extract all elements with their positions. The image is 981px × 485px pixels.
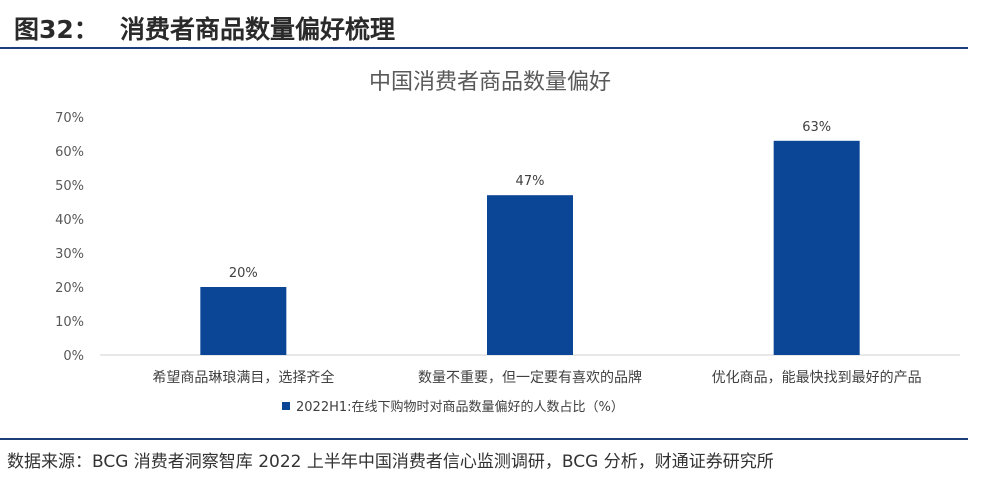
bar-layer: 20% 47% 63% (200, 120, 860, 355)
y-tick-label: 60% (55, 145, 84, 160)
bar (200, 287, 287, 355)
category-label: 数量不重要，但一定要有喜欢的品牌 (418, 369, 642, 386)
bar-chart: 中国消费者商品数量偏好 0% 10% 20% 30% 40% 50% 60% 70% 希望商品琳… (55, 70, 960, 415)
bar-value-label: 20% (229, 266, 258, 281)
y-tick-label: 70% (55, 111, 84, 126)
header-divider (0, 47, 968, 49)
y-tick-label: 10% (55, 315, 84, 330)
bar-value-label: 47% (516, 174, 545, 189)
bar (773, 140, 860, 355)
figure-header: 图32： 消费者商品数量偏好梳理 (0, 0, 981, 46)
figure-number: 图32： (14, 15, 99, 44)
category-label: 希望商品琳琅满目，选择齐全 (152, 369, 334, 386)
bar (487, 195, 573, 355)
legend: 2022H1:在线下购物时对商品数量偏好的人数占比（%） (282, 399, 624, 415)
source-note: 数据来源：BCG 消费者洞察智库 2022 上半年中国消费者信心监测调研，BCG… (7, 452, 774, 472)
y-tick-label: 0% (63, 349, 84, 364)
bar-value-label: 63% (802, 120, 831, 135)
category-label: 优化商品，能最快找到最好的产品 (712, 370, 922, 386)
footer-divider (0, 438, 968, 440)
y-tick-label: 40% (55, 213, 84, 228)
y-tick-label: 50% (55, 179, 84, 194)
y-tick-label: 30% (55, 247, 84, 262)
legend-label: 2022H1:在线下购物时对商品数量偏好的人数占比（%） (296, 399, 624, 415)
y-tick-label: 20% (55, 281, 84, 296)
figure-title: 消费者商品数量偏好梳理 (120, 15, 396, 44)
chart-title: 中国消费者商品数量偏好 (369, 70, 611, 95)
legend-swatch (282, 402, 290, 410)
